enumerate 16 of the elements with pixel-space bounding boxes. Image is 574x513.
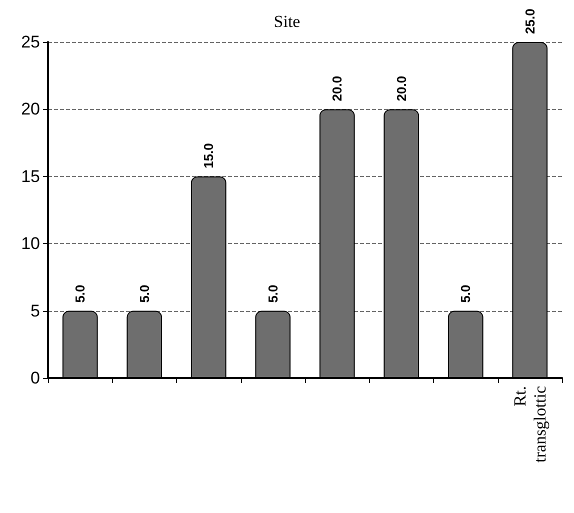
data-label: 5.0	[265, 284, 280, 303]
y-tick-label: 25	[21, 32, 40, 52]
y-tick-label: 15	[21, 166, 40, 186]
y-tick-label: 10	[21, 234, 40, 254]
data-label: 15.0	[201, 143, 216, 168]
data-label: 5.0	[458, 284, 474, 303]
data-label: 20.0	[394, 76, 409, 102]
y-tick-label: 5	[30, 301, 40, 320]
y-tick-label: 0	[30, 368, 40, 388]
data-label: 20.0	[330, 76, 345, 102]
data-label: 5.0	[72, 284, 88, 303]
x-tick-label: Rt. transglottic	[510, 386, 550, 462]
chart-title: Site	[274, 12, 300, 31]
data-label: 25.0	[522, 8, 538, 34]
y-tick-label: 20	[21, 100, 40, 119]
data-label: 5.0	[136, 284, 152, 303]
